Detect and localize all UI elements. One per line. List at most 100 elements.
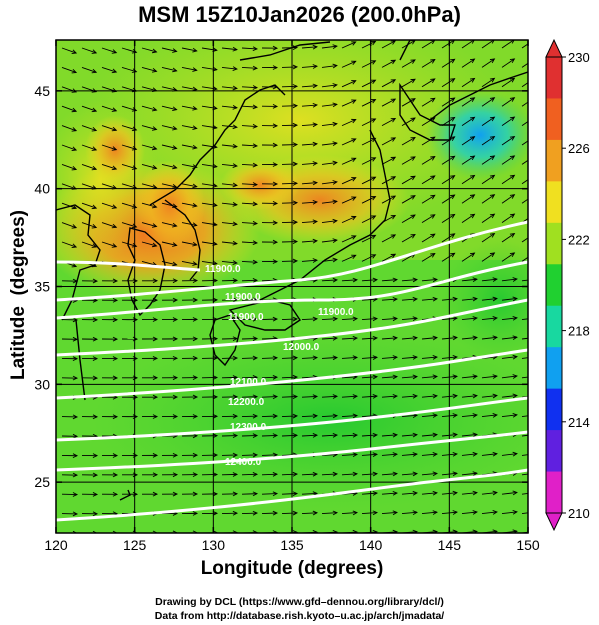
wind-arrow [61,105,77,112]
wind-arrowhead [172,355,179,361]
wind-arrowhead [131,145,138,151]
wind-arrowhead [252,65,259,71]
x-tick-label: 135 [280,537,304,553]
wind-arrow [141,47,157,53]
wind-arrowhead [131,184,138,190]
wind-arrow [341,138,356,146]
wind-arrow [441,492,457,495]
wind-arrow [241,493,258,495]
wind-arrowhead [332,199,338,205]
x-tick-label: 120 [44,537,68,553]
wind-arrow [341,60,356,68]
wind-arrowhead [152,375,159,381]
wind-arrow [521,256,528,262]
wind-arrowhead [312,316,319,322]
wind-arrowhead [192,491,199,497]
wind-arrowhead [351,138,357,143]
wind-arrowhead [332,413,339,419]
wind-arrow [381,98,396,107]
wind-arrowhead [509,232,516,238]
wind-arrowhead [192,86,198,92]
colorbar-min-triangle [545,512,563,532]
wind-arrow [501,252,515,262]
y-tick-label: 40 [34,181,50,197]
wind-arrow [401,214,416,223]
wind-arrow [361,512,377,515]
wind-arrow [241,473,258,476]
wind-arrowhead [252,355,259,361]
colorbar-tick-label: 230 [568,50,590,65]
wind-arrow [281,434,298,437]
wind-arrowhead [272,413,279,419]
wind-arrow [301,434,318,437]
wind-arrowhead [151,87,158,92]
wind-arrow [421,253,436,262]
wind-arrowhead [489,77,496,83]
wind-arrow [461,395,477,398]
wind-arrowhead [452,296,458,302]
wind-arrowhead [452,510,458,515]
wind-arrow [361,415,377,418]
wind-arrow [461,492,477,495]
wind-arrow [221,66,237,70]
wind-arrow [301,162,317,165]
wind-arrowhead [72,375,79,381]
wind-arrowhead [272,84,279,90]
wind-arrowhead [432,490,438,496]
wind-arrowhead [410,214,416,220]
wind-arrow [181,105,197,110]
wind-arrowhead [131,87,138,93]
wind-arrowhead [212,355,219,361]
wind-arrowhead [512,451,518,457]
wind-arrow [341,41,356,49]
wind-arrowhead [112,317,119,323]
wind-arrow [341,453,357,456]
wind-arrowhead [131,107,138,112]
wind-arrow [341,99,356,107]
wind-arrowhead [192,278,199,283]
wind-arrow [81,105,97,112]
wind-arrow [401,98,416,107]
wind-arrow [241,396,258,398]
wind-arrow [201,125,217,129]
wind-arrowhead [232,472,239,477]
wind-arrow [501,395,517,398]
wind-arrow [381,40,396,49]
wind-arrow [501,155,515,165]
wind-arrow [521,198,528,204]
wind-arrowhead [172,145,178,150]
wind-arrow [181,144,197,149]
wind-arrow [441,117,455,126]
wind-arrow [161,163,177,169]
wind-arrow [281,512,298,515]
wind-arrowhead [533,375,537,379]
wind-arrowhead [292,471,299,477]
wind-arrowhead [91,127,98,132]
wind-arrow [221,183,237,186]
wind-arrow [361,99,376,107]
wind-arrow [441,511,457,515]
wind-arrow [441,97,455,107]
wind-arrowhead [152,278,159,284]
wind-arrow [81,86,97,93]
wind-arrow [461,213,475,223]
wind-arrowhead [410,195,416,200]
wind-arrowhead [352,355,358,361]
wind-arrow [361,137,376,146]
wind-arrowhead [112,356,119,361]
wind-arrowhead [272,181,279,187]
wind-arrow [101,66,117,73]
wind-arrowhead [533,452,537,456]
wind-arrowhead [312,219,318,225]
wind-arrow [341,279,357,282]
wind-arrowhead [272,123,279,129]
wind-arrowhead [410,78,416,84]
wind-arrow [401,492,417,495]
wind-arrowhead [312,471,319,477]
wind-arrowhead [132,375,139,381]
wind-arrowhead [332,102,338,108]
wind-arrowhead [232,124,238,130]
contour-label: 12100.0 [230,377,267,388]
wind-arrowhead [192,164,198,169]
wind-arrow [421,278,437,282]
